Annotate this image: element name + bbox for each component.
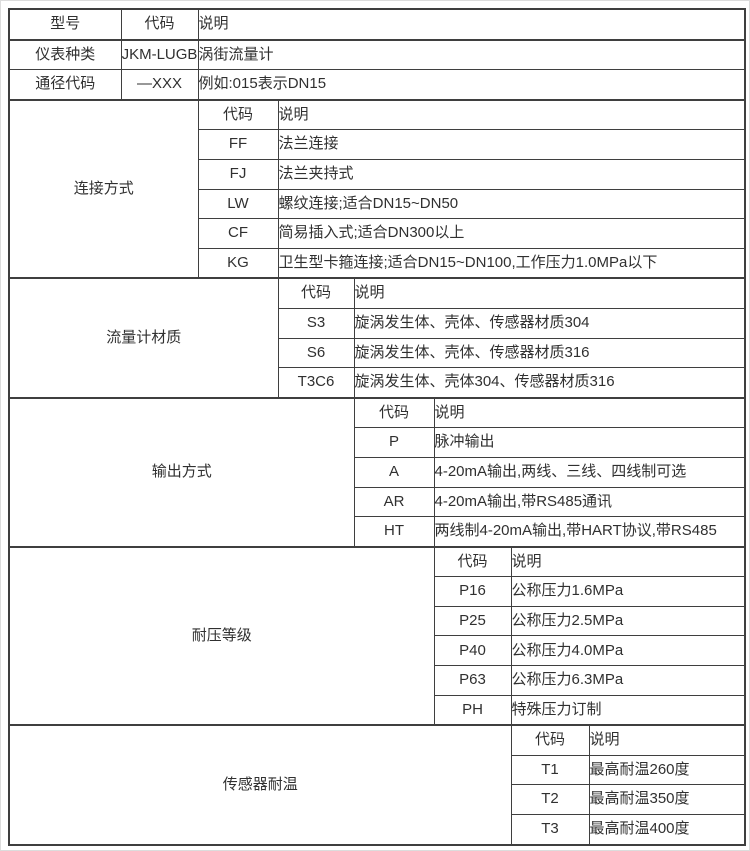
table-row: FJ 法兰夹持式 xyxy=(9,158,746,190)
table-row: P 脉冲输出 xyxy=(9,427,746,458)
section-label-temperature: 传感器耐温 xyxy=(8,724,512,846)
desc-cell: 特殊压力订制 xyxy=(510,694,746,726)
section-pressure-header-row: 耐压等级 代码 说明 xyxy=(8,545,746,726)
sub-desc-header-cell: 说明 xyxy=(353,277,746,309)
code-cell: AR xyxy=(353,486,435,518)
desc-cell: 公称压力6.3MPa xyxy=(510,665,746,696)
section-temperature-header-row: 传感器耐温 代码 说明 xyxy=(8,724,746,846)
code-cell: FF xyxy=(197,129,279,160)
code-cell: A xyxy=(353,456,435,488)
desc-cell: 旋涡发生体、壳体、传感器材质304 xyxy=(353,307,746,339)
table-row: T1 最高耐温260度 xyxy=(9,754,746,786)
desc-cell: 4-20mA输出,带RS485通讯 xyxy=(433,486,746,518)
table-row: PH 特殊压力订制 xyxy=(9,694,746,726)
code-cell: LW xyxy=(197,188,279,220)
desc-cell: 脉冲输出 xyxy=(433,427,746,458)
sub-code-header-cell: 代码 xyxy=(197,98,279,131)
table-row: LW 螺纹连接;适合DN15~DN50 xyxy=(9,188,746,220)
desc-header-cell: 说明 xyxy=(197,8,746,41)
table-row: T3 最高耐温400度 xyxy=(9,814,746,846)
section-label-connection: 连接方式 xyxy=(8,98,199,279)
section-label-pressure: 耐压等级 xyxy=(8,545,435,726)
code-cell: T3C6 xyxy=(277,367,355,399)
section-label-output: 输出方式 xyxy=(8,396,355,548)
table-row: P16 公称压力1.6MPa xyxy=(9,576,746,607)
table-row: CF 简易插入式;适合DN300以上 xyxy=(9,218,746,249)
main-header-row: 型号 代码 说明 xyxy=(8,8,746,41)
table-row: P63 公称压力6.3MPa xyxy=(9,665,746,696)
section-output-header-row: 输出方式 代码 说明 xyxy=(8,396,746,548)
table-row: P25 公称压力2.5MPa xyxy=(9,605,746,637)
desc-cell: 两线制4-20mA输出,带HART协议,带RS485 xyxy=(433,516,746,548)
section-label-material: 流量计材质 xyxy=(8,277,279,399)
code-cell: FJ xyxy=(197,158,279,190)
desc-cell: 4-20mA输出,两线、三线、四线制可选 xyxy=(433,456,746,488)
code-cell: JKM-LUGB xyxy=(120,38,199,71)
section-material-header-row: 流量计材质 代码 说明 xyxy=(8,277,746,399)
desc-cell: 螺纹连接;适合DN15~DN50 xyxy=(277,188,746,220)
code-header-cell: 代码 xyxy=(120,8,199,41)
table-row: A 4-20mA输出,两线、三线、四线制可选 xyxy=(9,456,746,488)
desc-cell: 公称压力2.5MPa xyxy=(510,605,746,637)
code-cell: P16 xyxy=(433,576,512,607)
desc-cell: 法兰连接 xyxy=(277,129,746,160)
code-cell: CF xyxy=(197,218,279,249)
sub-desc-header-cell: 说明 xyxy=(277,98,746,131)
instrument-type-row: 仪表种类 JKM-LUGB 涡街流量计 xyxy=(8,38,746,71)
table-row: AR 4-20mA输出,带RS485通讯 xyxy=(9,486,746,518)
table-row: HT 两线制4-20mA输出,带HART协议,带RS485 xyxy=(9,516,746,548)
sub-code-header-cell: 代码 xyxy=(277,277,355,309)
desc-cell: 法兰夹持式 xyxy=(277,158,746,190)
sub-desc-header-cell: 说明 xyxy=(588,724,746,756)
table-row: KG 卫生型卡箍连接;适合DN15~DN100,工作压力1.0MPa以下 xyxy=(9,247,746,279)
desc-cell: 最高耐温260度 xyxy=(588,754,746,786)
table-row: T3C6 旋涡发生体、壳体304、传感器材质316 xyxy=(9,367,746,399)
desc-cell: 最高耐温400度 xyxy=(588,814,746,846)
desc-cell: 涡街流量计 xyxy=(197,38,746,71)
sub-desc-header-cell: 说明 xyxy=(433,396,746,429)
desc-cell: 最高耐温350度 xyxy=(588,784,746,816)
diameter-code-row: 通径代码 —XXX 例如:015表示DN15 xyxy=(8,69,746,101)
code-cell: T1 xyxy=(510,754,590,786)
code-cell: P25 xyxy=(433,605,512,637)
sub-code-header-cell: 代码 xyxy=(433,545,512,578)
code-cell: KG xyxy=(197,247,279,279)
model-header-cell: 型号 xyxy=(8,8,122,41)
desc-cell: 简易插入式;适合DN300以上 xyxy=(277,218,746,249)
table-row: T2 最高耐温350度 xyxy=(9,784,746,816)
desc-cell: 旋涡发生体、壳体、传感器材质316 xyxy=(353,337,746,369)
code-cell: HT xyxy=(353,516,435,548)
code-cell: S6 xyxy=(277,337,355,369)
table-row: S6 旋涡发生体、壳体、传感器材质316 xyxy=(9,337,746,369)
code-cell: T3 xyxy=(510,814,590,846)
code-cell: P40 xyxy=(433,635,512,667)
code-cell: P63 xyxy=(433,665,512,696)
table-row: FF 法兰连接 xyxy=(9,129,746,160)
row-label: 通径代码 xyxy=(8,69,122,101)
desc-cell: 公称压力4.0MPa xyxy=(510,635,746,667)
sub-desc-header-cell: 说明 xyxy=(510,545,746,578)
section-connection-header-row: 连接方式 代码 说明 xyxy=(8,98,746,279)
desc-cell: 卫生型卡箍连接;适合DN15~DN100,工作压力1.0MPa以下 xyxy=(277,247,746,279)
desc-cell: 公称压力1.6MPa xyxy=(510,576,746,607)
code-cell: P xyxy=(353,427,435,458)
code-cell: S3 xyxy=(277,307,355,339)
sub-code-header-cell: 代码 xyxy=(353,396,435,429)
sub-code-header-cell: 代码 xyxy=(510,724,590,756)
model-selection-table: 型号 代码 说明 仪表种类 JKM-LUGB 涡街流量计 通径代码 —XXX 例… xyxy=(8,8,747,846)
code-cell: PH xyxy=(433,694,512,726)
code-cell: T2 xyxy=(510,784,590,816)
desc-cell: 旋涡发生体、壳体304、传感器材质316 xyxy=(353,367,746,399)
code-cell: —XXX xyxy=(120,69,199,101)
desc-cell: 例如:015表示DN15 xyxy=(197,69,746,101)
row-label: 仪表种类 xyxy=(8,38,122,71)
